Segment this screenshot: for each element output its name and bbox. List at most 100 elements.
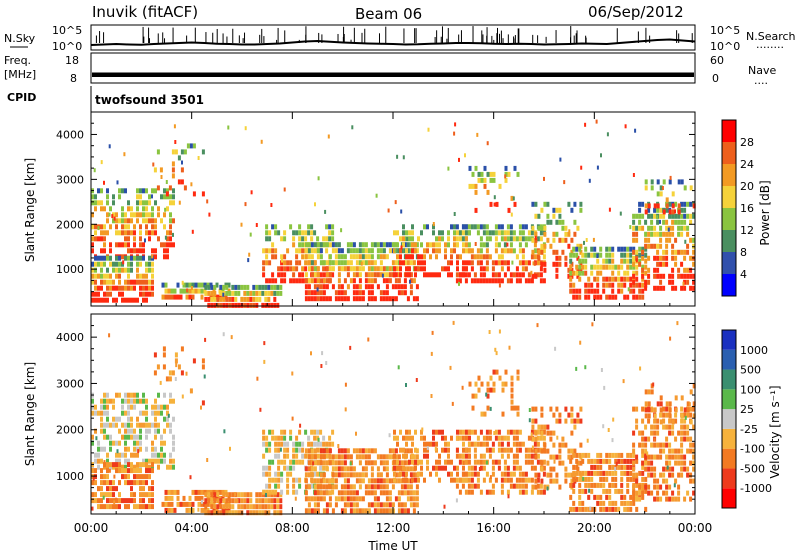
heatmap-cell bbox=[662, 472, 666, 478]
heatmap-cell bbox=[492, 387, 496, 393]
heatmap-cell bbox=[635, 496, 639, 502]
heatmap-cell bbox=[373, 460, 377, 466]
heatmap-cell bbox=[659, 395, 663, 401]
heatmap-cell bbox=[599, 494, 603, 500]
heatmap-cell bbox=[456, 429, 459, 435]
heatmap-cell bbox=[653, 243, 657, 249]
heatmap-cell bbox=[94, 273, 97, 279]
heatmap-cell bbox=[346, 242, 350, 248]
heatmap-cell bbox=[115, 285, 118, 291]
heatmap-cell bbox=[262, 471, 266, 477]
heatmap-cell bbox=[620, 500, 624, 506]
heatmap-cell bbox=[608, 500, 612, 506]
heatmap-cell bbox=[464, 272, 468, 278]
heatmap-cell bbox=[662, 213, 666, 219]
heatmap-cell bbox=[632, 476, 636, 482]
heatmap-cell bbox=[151, 212, 154, 218]
heatmap-cell bbox=[277, 483, 281, 489]
heatmap-cell bbox=[662, 179, 666, 185]
heatmap-cell bbox=[632, 294, 636, 300]
heatmap-cell bbox=[653, 418, 657, 424]
heatmap-cell bbox=[608, 264, 612, 270]
heatmap-cell bbox=[394, 448, 398, 454]
heatmap-cell bbox=[581, 458, 585, 464]
heatmap-cell bbox=[322, 441, 326, 447]
heatmap-cell bbox=[331, 230, 335, 236]
heatmap-cell bbox=[527, 278, 531, 284]
heatmap-cell bbox=[121, 230, 124, 236]
heatmap-cell bbox=[127, 279, 130, 285]
heatmap-cell bbox=[641, 476, 645, 482]
heatmap-cell bbox=[578, 258, 582, 264]
heatmap-cell bbox=[148, 428, 151, 434]
heatmap-cell bbox=[370, 272, 374, 278]
heatmap-cell bbox=[680, 207, 684, 213]
heatmap-cell bbox=[536, 323, 539, 328]
heatmap-cell bbox=[385, 454, 389, 460]
heatmap-cell bbox=[280, 272, 284, 278]
heatmap-cell bbox=[93, 168, 96, 173]
heatmap-cell bbox=[200, 405, 202, 410]
heatmap-cell bbox=[518, 272, 522, 278]
heatmap-cell bbox=[313, 441, 317, 447]
heatmap-cell bbox=[379, 290, 383, 296]
heatmap-cell bbox=[480, 411, 484, 417]
heatmap-cell bbox=[153, 167, 157, 173]
heatmap-cell bbox=[659, 496, 663, 502]
heatmap-cell bbox=[471, 393, 475, 399]
heatmap-cell bbox=[115, 230, 118, 236]
heatmap-cell bbox=[430, 351, 433, 356]
heatmap-cell bbox=[530, 453, 534, 459]
heatmap-cell bbox=[103, 422, 106, 428]
heatmap-cell bbox=[438, 459, 441, 465]
heatmap-cell bbox=[435, 242, 438, 248]
heatmap-cell bbox=[489, 171, 493, 177]
heatmap-cell bbox=[626, 246, 630, 252]
heatmap-cell bbox=[572, 470, 576, 476]
heatmap-cell bbox=[486, 393, 490, 399]
heatmap-cell bbox=[602, 470, 606, 476]
heatmap-cell bbox=[334, 460, 338, 466]
heatmap-cell bbox=[304, 254, 308, 260]
heatmap-cell bbox=[103, 480, 106, 486]
heatmap-cell bbox=[91, 474, 94, 480]
heatmap-cell bbox=[408, 272, 411, 278]
heatmap-cell bbox=[518, 489, 522, 495]
heatmap-cell bbox=[411, 230, 414, 236]
heatmap-cell bbox=[459, 254, 462, 260]
heatmap-cell bbox=[653, 413, 657, 419]
heatmap-cell bbox=[569, 258, 573, 264]
heatmap-cell bbox=[497, 254, 501, 260]
heatmap-cell bbox=[540, 261, 544, 267]
heatmap-cell bbox=[177, 364, 181, 370]
heatmap-cell bbox=[349, 502, 353, 508]
heatmap-cell bbox=[498, 329, 501, 334]
heatmap-cell bbox=[494, 272, 498, 278]
heatmap-cell bbox=[435, 441, 438, 447]
heatmap-cell bbox=[277, 266, 281, 272]
heatmap-cell bbox=[268, 230, 272, 236]
heatmap-cell bbox=[179, 501, 183, 507]
heatmap-cell bbox=[124, 428, 127, 434]
heatmap-cell bbox=[358, 242, 362, 248]
heatmap-cell bbox=[367, 272, 371, 278]
heatmap-cell bbox=[292, 236, 296, 242]
heatmap-cell bbox=[635, 213, 639, 219]
heatmap-cell bbox=[191, 288, 195, 294]
heatmap-cell bbox=[231, 284, 235, 290]
heatmap-cell bbox=[301, 453, 305, 459]
heatmap-cell bbox=[103, 462, 106, 468]
heatmap-cell bbox=[524, 477, 528, 483]
heatmap-cell bbox=[169, 212, 172, 218]
heatmap-cell bbox=[689, 406, 693, 412]
heatmap-cell bbox=[249, 504, 253, 510]
heatmap-cell bbox=[103, 404, 106, 410]
heatmap-cell bbox=[513, 201, 517, 207]
heatmap-cell bbox=[515, 441, 519, 447]
heatmap-cell bbox=[130, 404, 133, 410]
heatmap-cell bbox=[611, 288, 615, 294]
heatmap-cell bbox=[462, 248, 465, 254]
heatmap-cell bbox=[139, 261, 142, 267]
heatmap-cell bbox=[524, 489, 528, 495]
heatmap-cell bbox=[360, 261, 363, 266]
